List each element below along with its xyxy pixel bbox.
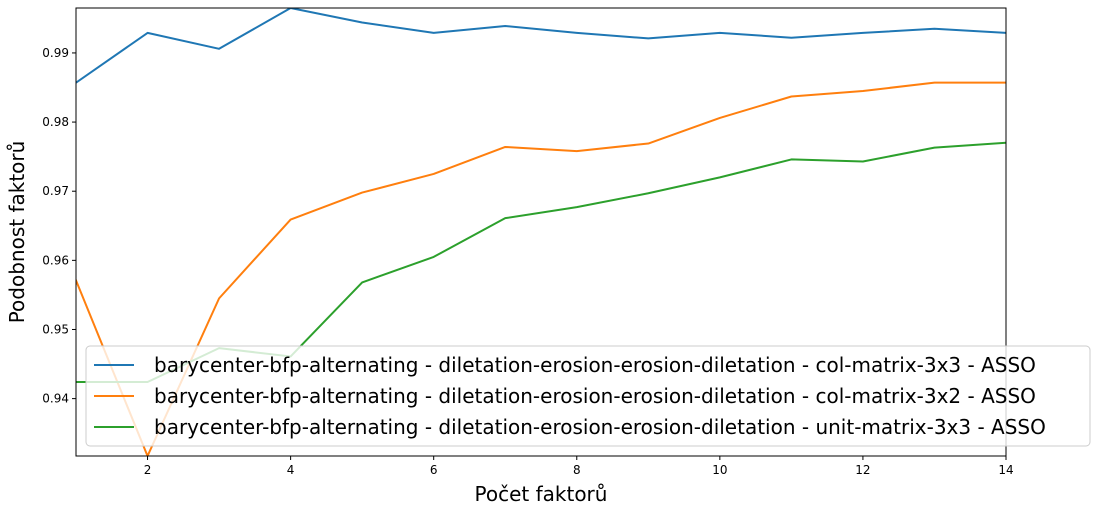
series-line-1 — [76, 8, 1006, 84]
legend-label-1: barycenter-bfp-alternating - diletation-… — [154, 353, 1036, 377]
y-tick-label: 0.98 — [42, 115, 69, 129]
x-axis-label: Počet faktorů — [475, 482, 608, 506]
y-axis-label: Podobnost faktorů — [5, 141, 29, 324]
y-axis-ticks: 0.94 0.95 0.96 0.97 0.98 0.99 — [42, 46, 76, 406]
x-tick-label: 10 — [712, 463, 727, 477]
legend-frame — [85, 345, 1091, 447]
x-tick-label: 2 — [144, 463, 152, 477]
legend-label-3: barycenter-bfp-alternating - diletation-… — [154, 415, 1046, 439]
y-tick-label: 0.96 — [42, 253, 69, 267]
y-tick-label: 0.97 — [42, 184, 69, 198]
x-tick-label: 12 — [855, 463, 870, 477]
legend-label-2: barycenter-bfp-alternating - diletation-… — [154, 384, 1036, 408]
plot-frame — [75, 7, 1007, 457]
legend: barycenter-bfp-alternating - diletation-… — [85, 345, 1091, 447]
x-tick-label: 14 — [998, 463, 1013, 477]
series-line-2 — [76, 81, 1006, 456]
x-tick-label: 4 — [287, 463, 295, 477]
y-tick-label: 0.99 — [42, 46, 69, 60]
x-axis-ticks: 2 4 6 8 10 12 14 — [144, 456, 1014, 477]
y-tick-label: 0.95 — [42, 322, 69, 336]
y-tick-label: 0.94 — [42, 392, 69, 406]
x-tick-label: 6 — [430, 463, 438, 477]
x-tick-label: 8 — [573, 463, 581, 477]
